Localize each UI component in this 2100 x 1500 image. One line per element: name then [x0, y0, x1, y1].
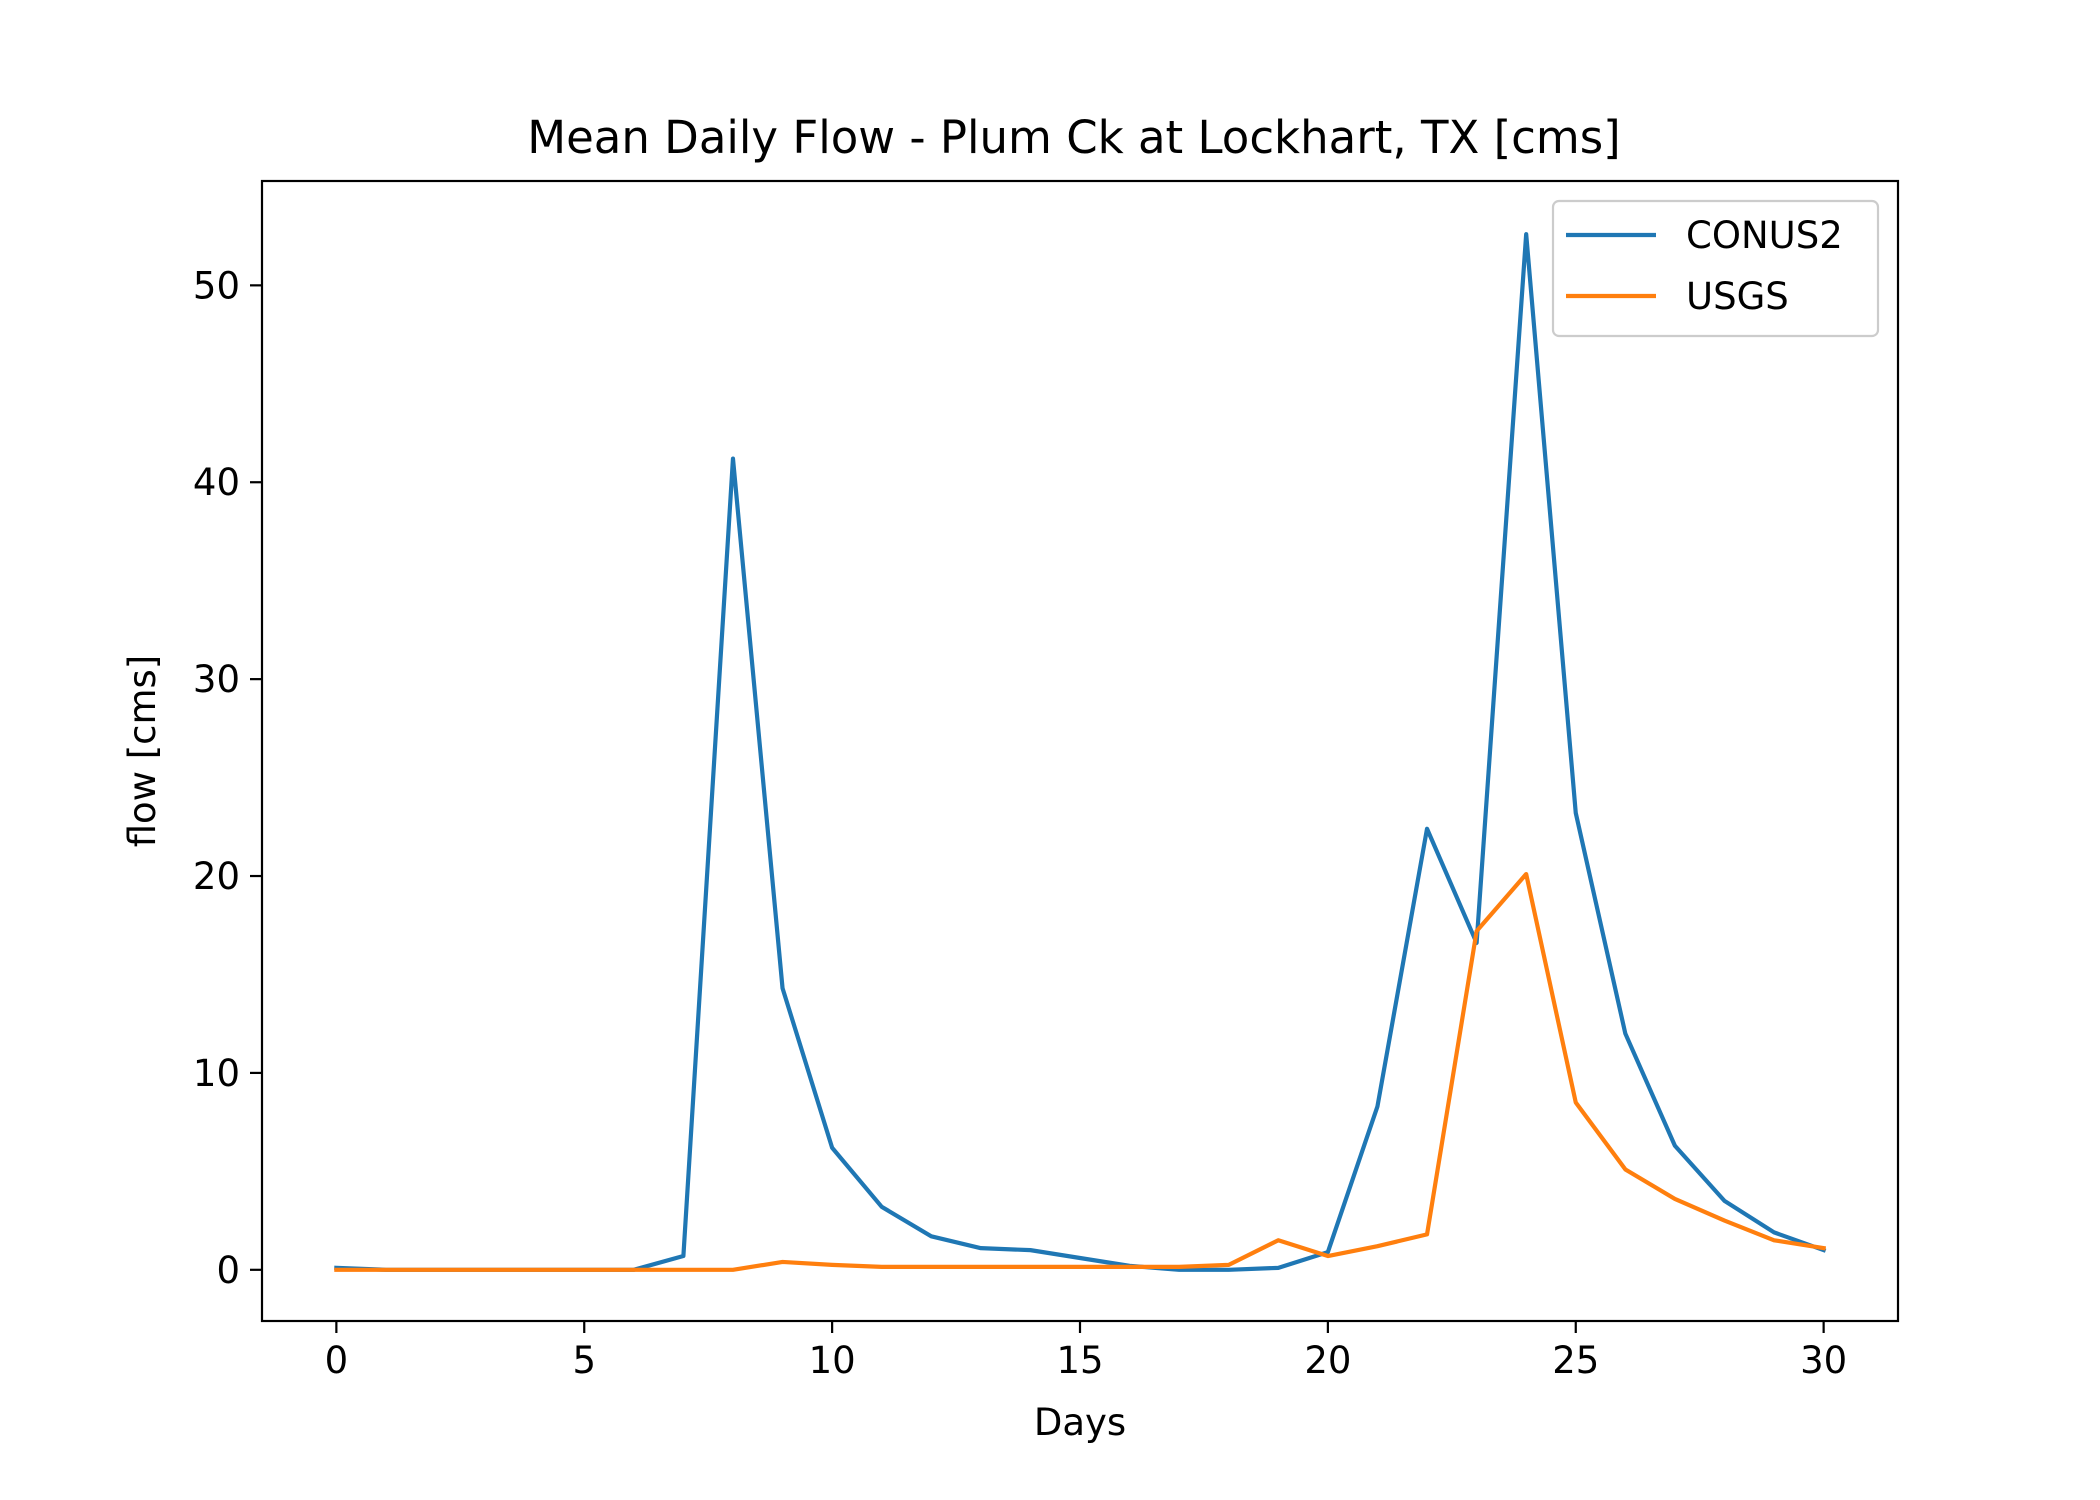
x-tick-label: 15	[1056, 1339, 1103, 1382]
plot-background	[262, 181, 1898, 1321]
legend: CONUS2 USGS	[1551, 199, 1880, 338]
y-tick-label: 50	[193, 264, 240, 307]
x-tick-label: 10	[809, 1339, 856, 1382]
legend-label-usgs: USGS	[1686, 275, 1789, 318]
legend-label-conus2: CONUS2	[1686, 214, 1843, 257]
y-tick-label: 10	[193, 1052, 240, 1095]
y-axis-label: flow [cms]	[121, 655, 164, 848]
y-axis: 0 10 20 30 40 50	[193, 264, 262, 1292]
x-tick-label: 20	[1304, 1339, 1351, 1382]
x-tick-label: 25	[1552, 1339, 1599, 1382]
y-tick-label: 30	[193, 658, 240, 701]
series-line-usgs	[334, 871, 1827, 1272]
plot-area	[260, 179, 1900, 1323]
y-tick-label: 0	[216, 1249, 240, 1292]
x-tick-label: 5	[572, 1339, 596, 1382]
y-tick-label: 40	[193, 461, 240, 504]
x-axis-label: Days	[1034, 1401, 1126, 1444]
chart-title: Mean Daily Flow - Plum Ck at Lockhart, T…	[527, 111, 1620, 164]
x-tick-label: 0	[325, 1339, 349, 1382]
series-layer	[334, 232, 1827, 1272]
x-tick-label: 30	[1800, 1339, 1847, 1382]
y-tick-label: 20	[193, 855, 240, 898]
x-axis: 0 5 10 15 20 25 30	[325, 1321, 1847, 1382]
